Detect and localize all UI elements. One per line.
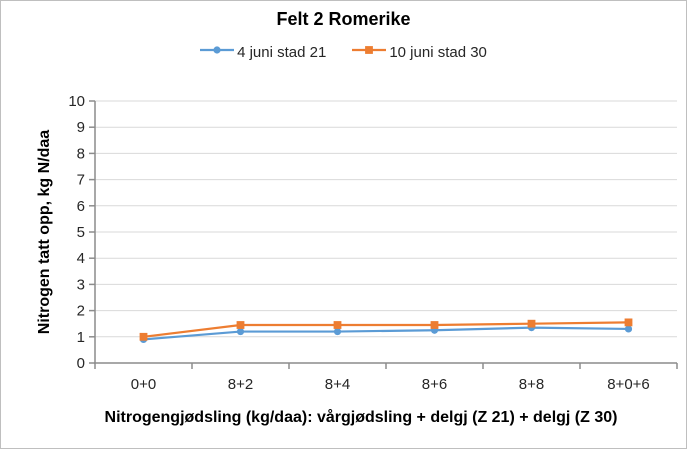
data-point <box>236 321 245 329</box>
data-point <box>236 327 245 336</box>
x-tick-label: 8+8 <box>519 376 544 393</box>
y-tick-label: 8 <box>77 145 85 162</box>
y-tick-label: 1 <box>77 329 85 346</box>
series-line <box>143 326 629 341</box>
legend-label-series-2: 10 juni stad 30 <box>389 43 487 61</box>
x-tick-label: 8+4 <box>325 376 350 393</box>
x-tick-label: 8+2 <box>228 376 253 393</box>
data-point <box>624 318 633 327</box>
legend-item-series-2: 10 juni stad 30 <box>352 43 487 61</box>
data-point <box>139 332 148 341</box>
y-tick-label: 10 <box>68 93 85 110</box>
data-point <box>333 321 342 329</box>
y-tick-label: 3 <box>77 276 85 293</box>
y-tick-label: 4 <box>77 250 85 267</box>
y-axis-title: Nitrogen tatt opp, kg N/daa <box>36 129 53 335</box>
y-tick-label: 7 <box>77 172 85 189</box>
chart-title: Felt 2 Romerike <box>276 9 411 29</box>
line-circle-marker-icon <box>200 43 235 61</box>
y-tick-label: 6 <box>77 198 85 215</box>
y-tick-label: 9 <box>77 119 85 136</box>
data-point <box>333 327 342 336</box>
x-axis-title: Nitrogengjødsling (kg/daa): vårgjødsling… <box>104 409 618 426</box>
series-line <box>143 321 629 338</box>
y-tick-label: 5 <box>77 224 85 241</box>
data-point <box>430 321 439 329</box>
x-tick-label: 8+0+6 <box>607 376 650 393</box>
x-tick-label: 0+0 <box>131 376 156 393</box>
data-point <box>527 319 536 328</box>
line-square-marker-icon <box>352 43 387 61</box>
legend: 4 juni stad 21 10 juni stad 30 <box>1 43 686 61</box>
y-tick-label: 0 <box>77 355 85 372</box>
y-tick-label: 2 <box>77 303 85 320</box>
data-point <box>624 325 633 333</box>
legend-item-series-1: 4 juni stad 21 <box>200 43 326 61</box>
x-tick-label: 8+6 <box>422 376 447 393</box>
legend-label-series-1: 4 juni stad 21 <box>237 43 327 61</box>
